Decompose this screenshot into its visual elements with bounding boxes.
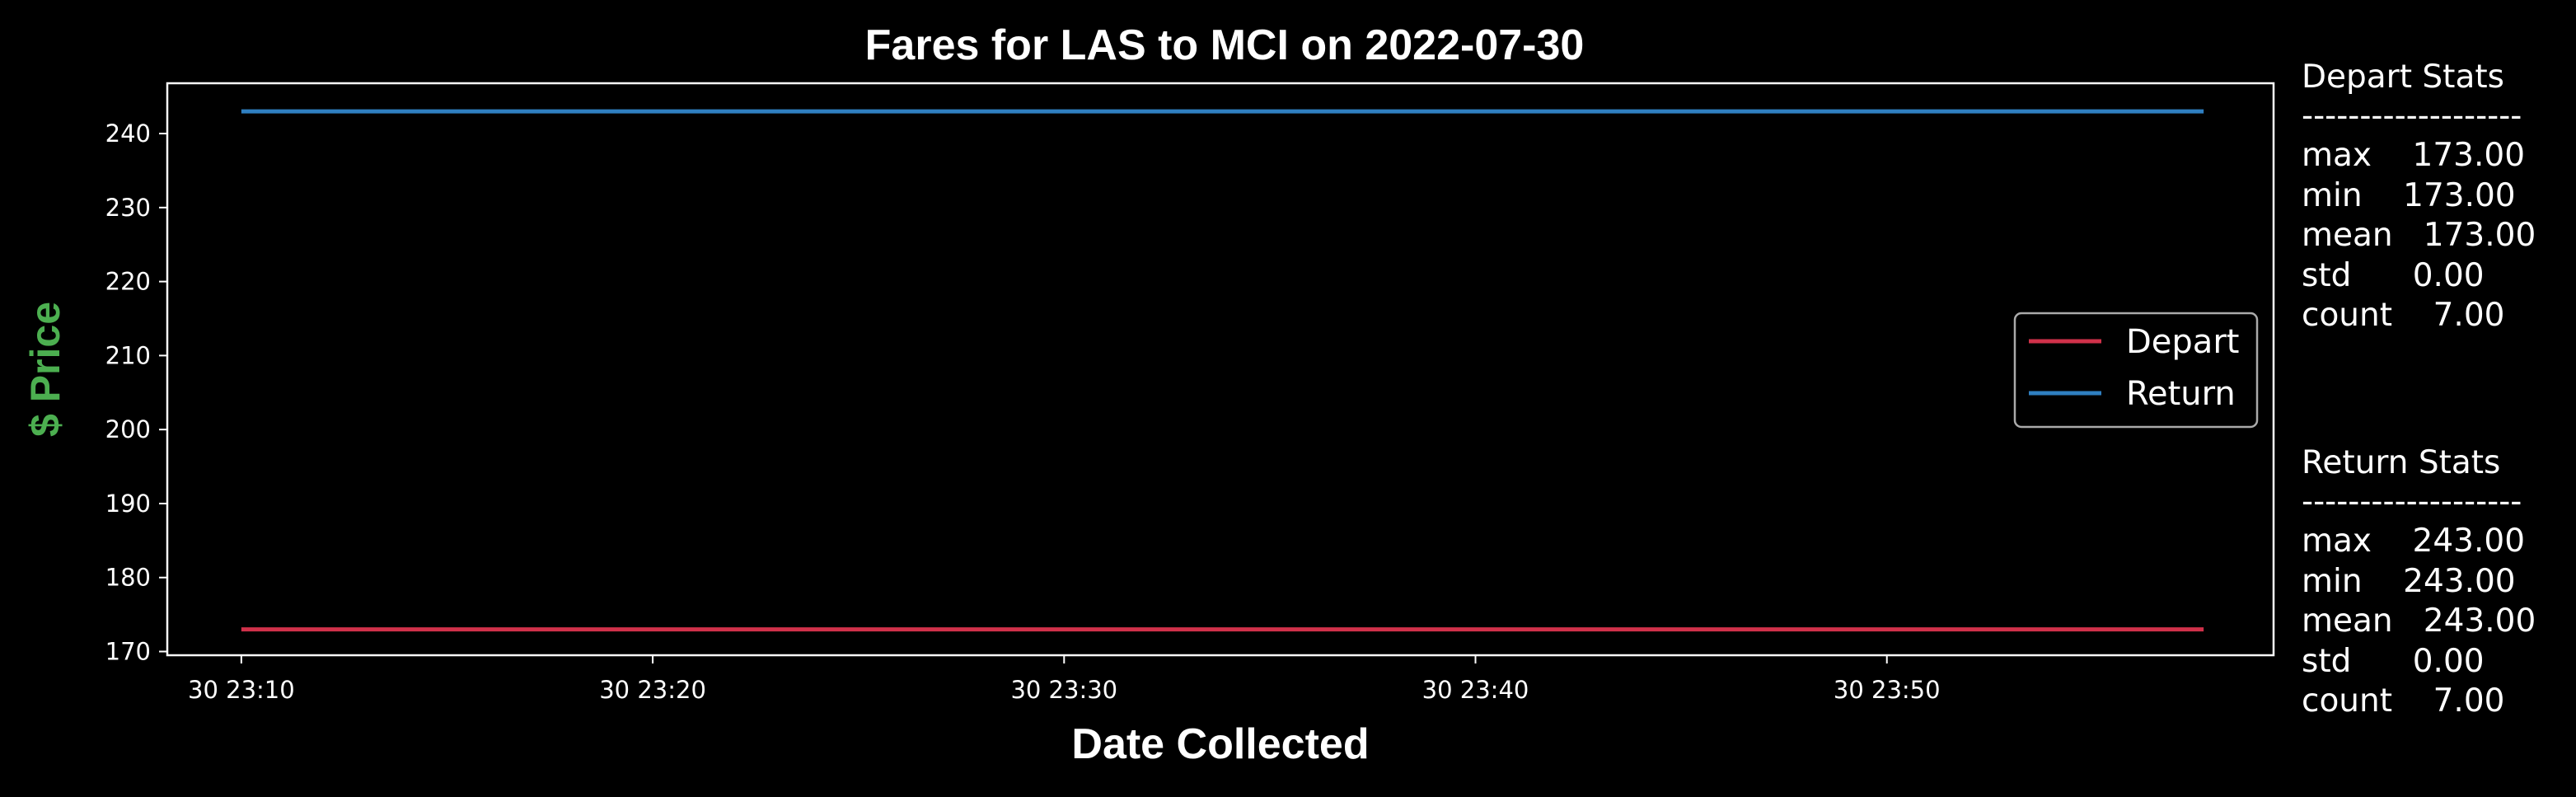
depart-stat-std: std 0.00 bbox=[2302, 257, 2485, 294]
return-stats-heading: Return Stats bbox=[2302, 444, 2500, 481]
y-tick-label: 200 bbox=[105, 415, 151, 443]
y-tick-label: 190 bbox=[105, 490, 151, 518]
return-stats-divider: ------------------- bbox=[2302, 483, 2522, 520]
y-tick-label: 180 bbox=[105, 564, 151, 592]
x-tick-label: 30 23:40 bbox=[1422, 676, 1529, 704]
return-stats-panel: Return Stats ------------------- max 243… bbox=[2302, 444, 2536, 720]
depart-stat-max: max 173.00 bbox=[2302, 137, 2525, 174]
plot-frame bbox=[166, 82, 2275, 657]
y-tick-label: 220 bbox=[105, 268, 151, 296]
depart-stats-panel: Depart Stats ------------------- max 173… bbox=[2302, 59, 2536, 334]
return-stat-max: max 243.00 bbox=[2302, 523, 2525, 560]
y-axis-ticks: 170 180 190 200 210 220 230 240 bbox=[105, 120, 167, 666]
return-stat-count: count 7.00 bbox=[2302, 682, 2504, 720]
x-axis-ticks: 30 23:10 30 23:20 30 23:30 30 23:40 30 23:50 bbox=[188, 655, 1941, 704]
depart-stat-min: min 173.00 bbox=[2302, 177, 2516, 214]
y-tick-label: 240 bbox=[105, 120, 151, 148]
legend: Depart Return bbox=[2013, 312, 2259, 429]
x-axis-label: Date Collected bbox=[1071, 720, 1369, 768]
depart-stats-divider: ------------------- bbox=[2302, 97, 2522, 134]
x-tick-label: 30 23:30 bbox=[1010, 676, 1117, 704]
series-lines bbox=[241, 109, 2204, 632]
return-stat-std: std 0.00 bbox=[2302, 643, 2485, 680]
return-stat-min: min 243.00 bbox=[2302, 563, 2516, 600]
legend-label-return: Return bbox=[2126, 375, 2236, 413]
depart-stat-count: count 7.00 bbox=[2302, 297, 2504, 334]
depart-stat-mean: mean 173.00 bbox=[2302, 217, 2536, 254]
legend-label-depart: Depart bbox=[2126, 323, 2239, 361]
y-tick-label: 170 bbox=[105, 638, 151, 666]
y-tick-label: 230 bbox=[105, 194, 151, 222]
x-tick-label: 30 23:50 bbox=[1834, 676, 1941, 704]
chart-title: Fares for LAS to MCI on 2022-07-30 bbox=[865, 21, 1585, 69]
depart-stats-heading: Depart Stats bbox=[2302, 59, 2504, 96]
y-axis-label: $ Price bbox=[22, 302, 68, 437]
y-tick-label: 210 bbox=[105, 341, 151, 369]
x-tick-label: 30 23:10 bbox=[188, 676, 295, 704]
x-tick-label: 30 23:20 bbox=[599, 676, 706, 704]
return-stat-mean: mean 243.00 bbox=[2302, 602, 2536, 640]
